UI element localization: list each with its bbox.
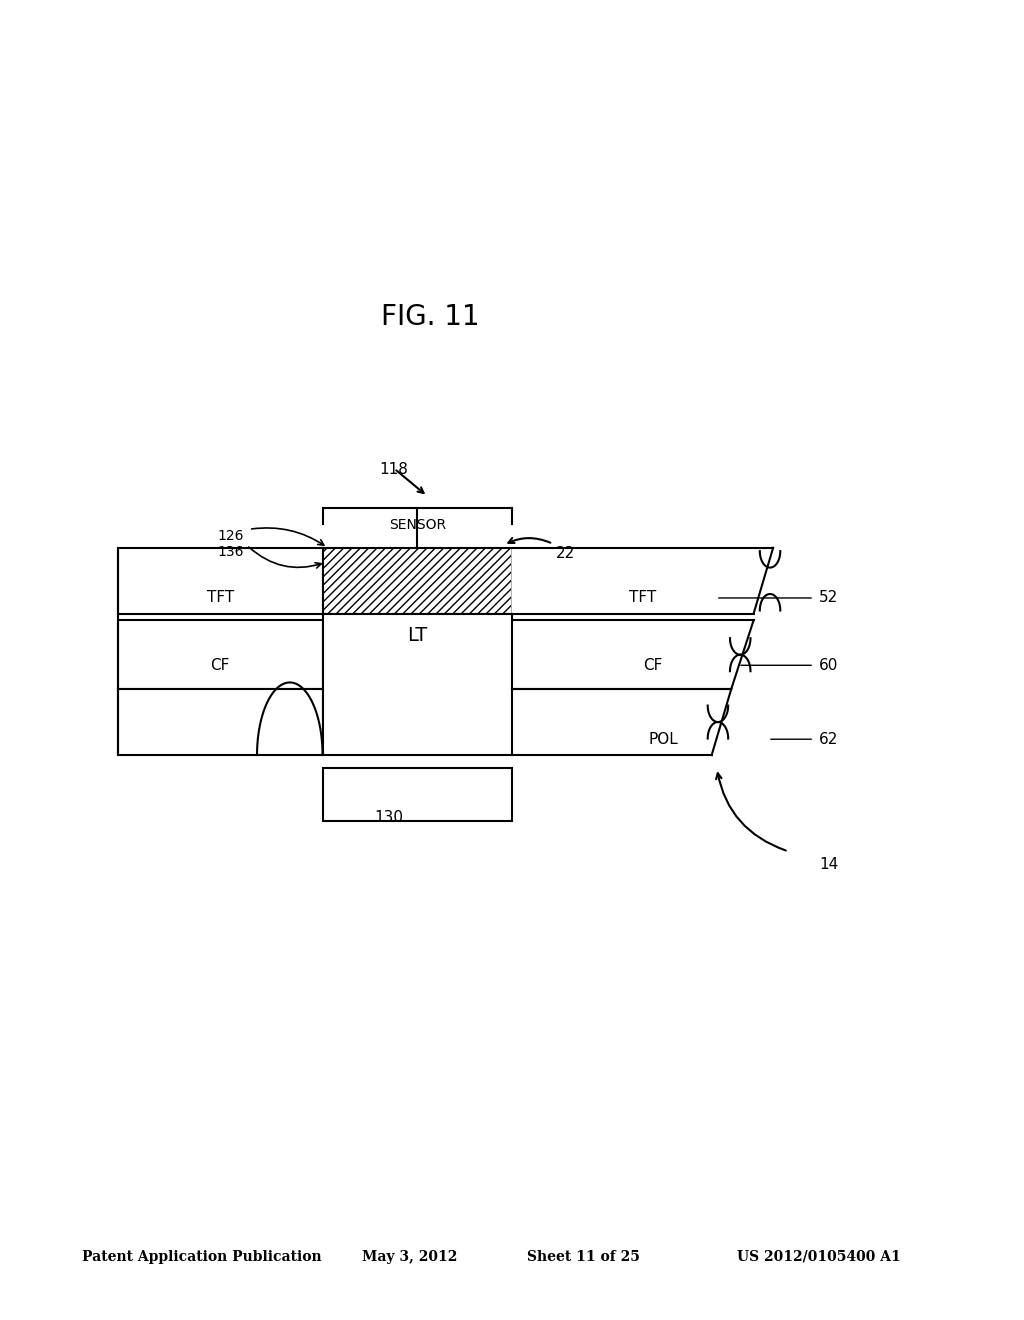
Text: TFT: TFT (207, 590, 233, 606)
Text: 62: 62 (819, 731, 839, 747)
Text: TFT: TFT (629, 590, 656, 606)
Text: Sheet 11 of 25: Sheet 11 of 25 (527, 1250, 640, 1263)
Text: LT: LT (408, 626, 427, 645)
Polygon shape (512, 620, 754, 689)
Polygon shape (512, 548, 773, 614)
Text: US 2012/0105400 A1: US 2012/0105400 A1 (737, 1250, 901, 1263)
Bar (118, 548, 323, 614)
Bar (323, 768, 512, 821)
Text: Patent Application Publication: Patent Application Publication (82, 1250, 322, 1263)
Text: CF: CF (643, 657, 663, 673)
Text: 14: 14 (819, 857, 839, 873)
Text: 126: 126 (217, 529, 244, 543)
Bar (323, 548, 512, 614)
Text: 52: 52 (819, 590, 839, 606)
Text: SENSOR: SENSOR (389, 519, 445, 532)
Text: 60: 60 (819, 657, 839, 673)
Text: POL: POL (648, 731, 678, 747)
Text: 130: 130 (375, 810, 403, 825)
Text: CF: CF (211, 657, 229, 673)
Bar (118, 689, 323, 755)
Bar (118, 620, 323, 689)
Text: May 3, 2012: May 3, 2012 (361, 1250, 458, 1263)
Text: 118: 118 (380, 462, 409, 477)
Text: 136: 136 (217, 545, 244, 558)
Text: 22: 22 (556, 546, 575, 561)
Bar (323, 614, 512, 755)
Polygon shape (512, 689, 731, 755)
Text: FIG. 11: FIG. 11 (381, 302, 479, 331)
